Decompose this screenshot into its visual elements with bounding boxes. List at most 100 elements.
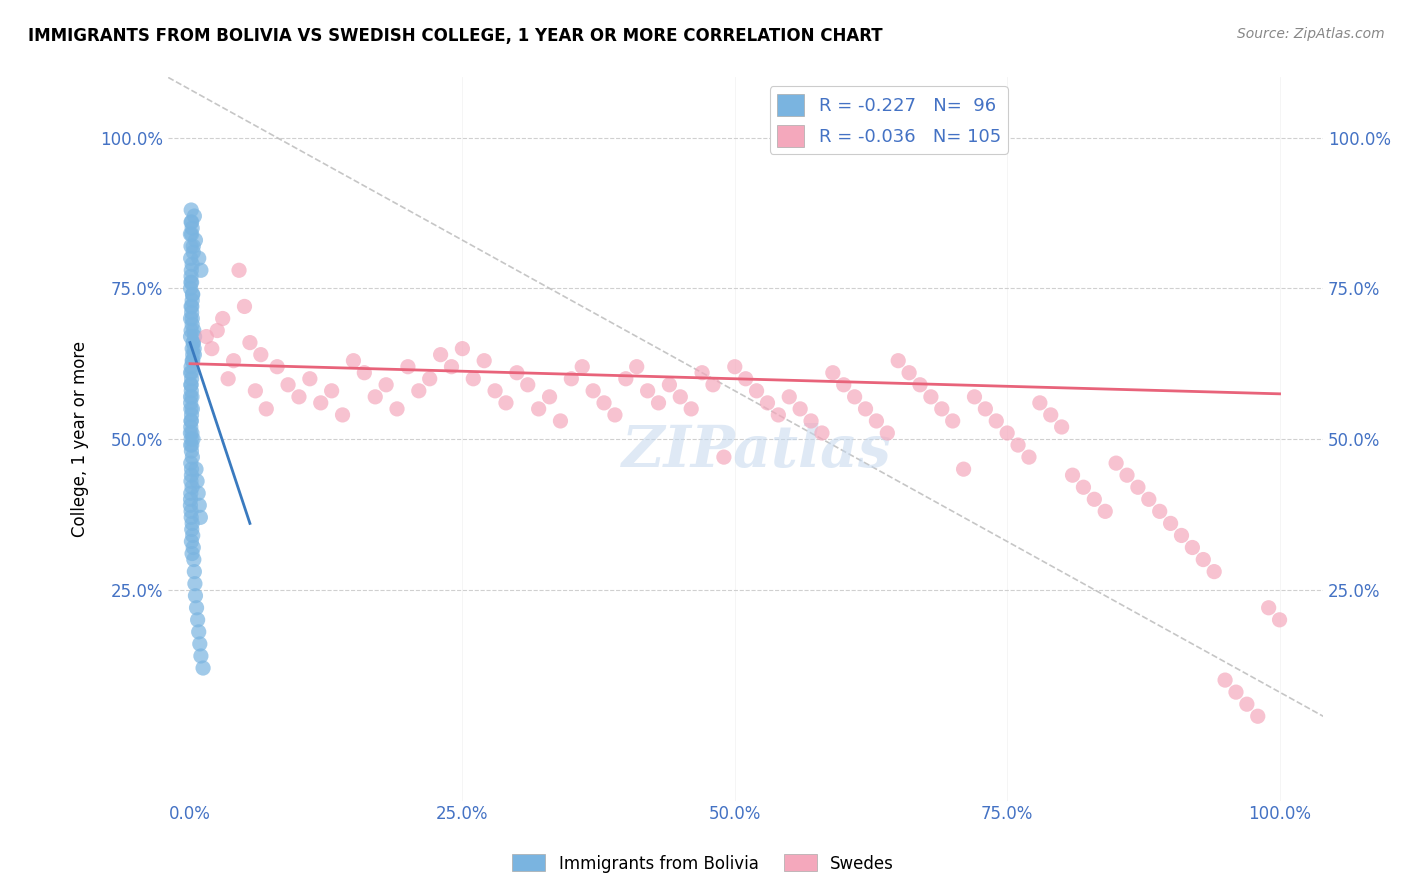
Point <box>1149 504 1171 518</box>
Point <box>179 499 201 513</box>
Point <box>974 401 997 416</box>
Point <box>181 342 204 356</box>
Legend: Immigrants from Bolivia, Swedes: Immigrants from Bolivia, Swedes <box>505 847 901 880</box>
Point <box>603 408 626 422</box>
Point <box>180 366 202 380</box>
Point <box>180 414 202 428</box>
Point <box>1160 516 1182 531</box>
Point <box>778 390 800 404</box>
Point <box>183 209 205 223</box>
Point <box>571 359 593 374</box>
Point <box>181 287 204 301</box>
Point <box>724 359 747 374</box>
Point <box>986 414 1008 428</box>
Point <box>181 401 204 416</box>
Point <box>288 390 311 404</box>
Point <box>898 366 921 380</box>
Point <box>233 300 256 314</box>
Point <box>195 329 218 343</box>
Point <box>637 384 659 398</box>
Point <box>180 215 202 229</box>
Point <box>180 366 202 380</box>
Point <box>855 401 877 416</box>
Point <box>180 401 202 416</box>
Point <box>180 438 202 452</box>
Point <box>1083 492 1105 507</box>
Point <box>180 300 202 314</box>
Point <box>181 353 204 368</box>
Point <box>187 252 209 266</box>
Point <box>702 377 724 392</box>
Point <box>952 462 974 476</box>
Point <box>681 401 703 416</box>
Point <box>963 390 986 404</box>
Point <box>180 438 202 452</box>
Point <box>472 353 495 368</box>
Point <box>995 425 1018 440</box>
Point <box>211 311 233 326</box>
Point <box>180 408 202 422</box>
Point <box>190 263 212 277</box>
Point <box>228 263 250 277</box>
Point <box>800 414 823 428</box>
Point <box>180 462 202 476</box>
Point <box>184 462 207 476</box>
Point <box>183 342 205 356</box>
Point <box>222 353 245 368</box>
Point <box>1268 613 1291 627</box>
Point <box>408 384 430 398</box>
Point <box>1018 450 1040 464</box>
Point <box>181 353 204 368</box>
Point <box>768 408 790 422</box>
Text: Source: ZipAtlas.com: Source: ZipAtlas.com <box>1237 27 1385 41</box>
Point <box>190 648 212 663</box>
Point <box>342 353 364 368</box>
Point <box>1073 480 1095 494</box>
Point <box>180 202 202 217</box>
Point <box>180 534 202 549</box>
Point <box>180 227 202 241</box>
Point <box>186 474 208 488</box>
Point <box>180 281 202 295</box>
Point <box>181 528 204 542</box>
Point <box>1050 420 1073 434</box>
Point <box>181 432 204 446</box>
Point <box>180 263 202 277</box>
Point <box>184 233 207 247</box>
Point <box>181 287 204 301</box>
Point <box>527 401 550 416</box>
Point <box>865 414 887 428</box>
Point <box>353 366 375 380</box>
Point <box>658 377 681 392</box>
Point <box>931 401 953 416</box>
Point <box>1007 438 1029 452</box>
Point <box>181 516 204 531</box>
Point <box>180 324 202 338</box>
Point <box>181 348 204 362</box>
Point <box>277 377 299 392</box>
Point <box>187 613 209 627</box>
Point <box>495 396 517 410</box>
Point <box>191 661 214 675</box>
Point <box>789 401 811 416</box>
Point <box>375 377 398 392</box>
Point <box>1137 492 1160 507</box>
Point <box>180 432 202 446</box>
Point <box>180 359 202 374</box>
Point <box>1029 396 1052 410</box>
Point <box>647 396 669 410</box>
Point <box>942 414 965 428</box>
Point <box>180 492 202 507</box>
Point <box>183 552 205 566</box>
Point <box>1039 408 1062 422</box>
Point <box>183 329 205 343</box>
Point <box>396 359 419 374</box>
Point <box>1236 697 1258 711</box>
Legend: R = -0.227   N=  96, R = -0.036   N= 105: R = -0.227 N= 96, R = -0.036 N= 105 <box>770 87 1008 154</box>
Point <box>1247 709 1270 723</box>
Point <box>180 504 202 518</box>
Point <box>440 359 463 374</box>
Point <box>181 390 204 404</box>
Point <box>690 366 713 380</box>
Point <box>217 372 239 386</box>
